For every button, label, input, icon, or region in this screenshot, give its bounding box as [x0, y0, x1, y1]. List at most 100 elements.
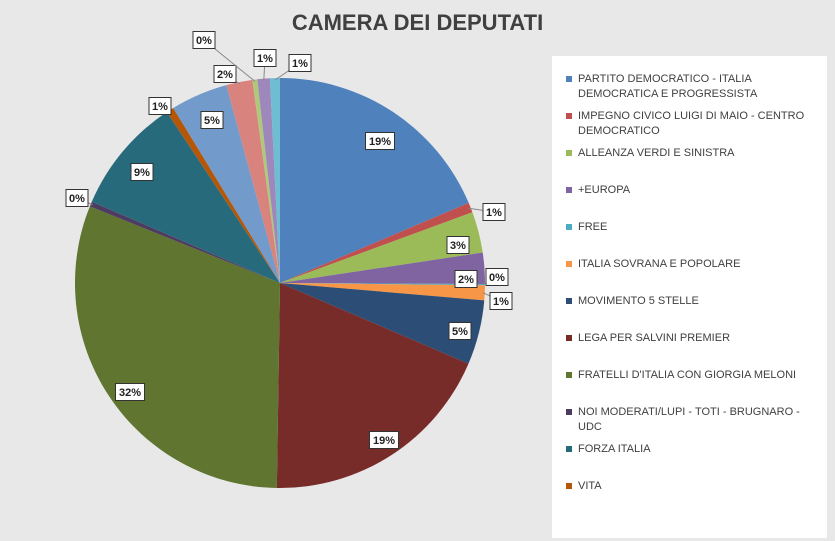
legend-item: VITA	[566, 479, 824, 494]
legend-item: PARTITO DEMOCRATICO - ITALIA DEMOCRATICA…	[566, 72, 824, 102]
data-label-text: 2%	[217, 69, 233, 81]
legend-label: LEGA PER SALVINI PREMIER	[578, 332, 731, 344]
data-label: 1%	[274, 54, 312, 81]
pie-slice	[276, 283, 469, 489]
legend-label: IMPEGNO CIVICO LUIGI DI MAIO - CENTRO DE…	[578, 110, 805, 137]
legend-item: IMPEGNO CIVICO LUIGI DI MAIO - CENTRO DE…	[566, 109, 824, 139]
pie-slice	[173, 85, 280, 283]
data-label-box	[192, 31, 216, 49]
data-label-box	[130, 163, 154, 181]
data-label-text: 2%	[458, 274, 474, 286]
data-label-text: 5%	[452, 326, 468, 338]
data-label-box	[115, 383, 145, 401]
pie-slice	[280, 78, 469, 283]
legend-label: PARTITO DEMOCRATICO - ITALIA DEMOCRATICA…	[578, 73, 758, 100]
data-label: 0%	[192, 31, 256, 82]
data-label: 9%	[130, 163, 154, 181]
pie-slice	[280, 283, 485, 301]
data-label-box	[200, 111, 224, 129]
data-label-text: 1%	[257, 53, 273, 65]
pie-slice	[226, 79, 280, 283]
data-label-box	[482, 203, 506, 221]
data-label-text: 1%	[292, 58, 308, 70]
data-label: 19%	[369, 431, 399, 449]
data-label-box	[448, 322, 472, 340]
data-label: 32%	[115, 383, 145, 401]
pie-slice	[280, 202, 473, 283]
legend-label: FORZA ITALIA	[578, 443, 651, 455]
data-label: 5%	[448, 322, 472, 340]
data-label-box	[148, 97, 172, 115]
legend-label: ITALIA SOVRANA E POPOLARE	[578, 258, 741, 270]
data-label-text: 19%	[369, 136, 391, 148]
pie-slice	[89, 201, 280, 283]
pie-slice	[280, 283, 485, 364]
legend-swatch	[566, 261, 572, 267]
data-label-box	[489, 292, 513, 310]
data-label: 5%	[200, 111, 224, 129]
data-label-text: 1%	[152, 101, 168, 113]
legend-item: +EUROPA	[566, 183, 824, 198]
data-label-text: 1%	[493, 296, 509, 308]
legend-swatch	[566, 483, 572, 489]
data-label-box	[454, 270, 478, 288]
pie-slice	[269, 78, 280, 283]
legend-swatch	[566, 372, 572, 378]
data-label-text: 3%	[450, 240, 466, 252]
legend-label: MOVIMENTO 5 STELLE	[578, 295, 699, 307]
data-label-box	[253, 49, 277, 67]
legend-swatch	[566, 224, 572, 230]
legend-label: +EUROPA	[578, 184, 631, 196]
legend-swatch	[566, 298, 572, 304]
legend-label: FREE	[578, 221, 608, 233]
data-label: 2%	[454, 270, 478, 288]
data-label-box	[65, 189, 89, 207]
data-label-text: 0%	[69, 193, 85, 205]
data-label-text: 19%	[373, 435, 395, 447]
data-label-text: 0%	[489, 272, 505, 284]
data-label: 0%	[482, 268, 509, 286]
legend-item: NOI MODERATI/LUPI - TOTI - BRUGNARO - UD…	[566, 405, 824, 435]
data-label: 2%	[213, 65, 240, 85]
legend-item: MOVIMENTO 5 STELLE	[566, 294, 824, 309]
data-label-text: 9%	[134, 167, 150, 179]
data-label-box	[485, 268, 509, 286]
legend-swatch	[566, 113, 572, 119]
data-label-box	[288, 54, 312, 72]
data-label-box	[446, 236, 470, 254]
legend-label: NOI MODERATI/LUPI - TOTI - BRUGNARO - UD…	[578, 406, 800, 433]
data-label-box	[369, 431, 399, 449]
pie-slice	[166, 107, 280, 284]
data-label: 19%	[365, 132, 395, 150]
chart-title: CAMERA DEI DEPUTATI	[291, 10, 544, 35]
legend-item: ITALIA SOVRANA E POPOLARE	[566, 257, 824, 272]
pie-slice	[74, 206, 280, 488]
data-label-box	[213, 65, 237, 83]
data-label-box	[365, 132, 395, 150]
legend-label: VITA	[578, 480, 602, 492]
pie-slice	[257, 78, 280, 283]
data-label: 1%	[468, 203, 506, 221]
data-label-text: 1%	[486, 207, 502, 219]
legend-swatch	[566, 187, 572, 193]
legend-label: ALLEANZA VERDI E SINISTRA	[578, 147, 735, 159]
data-label-text: 5%	[204, 115, 220, 127]
legend-item: FORZA ITALIA	[566, 442, 824, 457]
legend-item: FREE	[566, 220, 824, 235]
data-label: 0%	[65, 189, 93, 207]
legend-swatch	[566, 150, 572, 156]
legend-swatch	[566, 76, 572, 82]
data-label: 1%	[253, 49, 277, 81]
data-label: 1%	[482, 292, 513, 310]
pie-slice	[280, 212, 483, 283]
data-label-text: 0%	[196, 35, 212, 47]
pie-slice	[280, 283, 485, 286]
legend-label: FRATELLI D'ITALIA CON GIORGIA MELONI	[578, 369, 797, 381]
legend-swatch	[566, 335, 572, 341]
data-label: 1%	[148, 97, 172, 115]
legend-item: FRATELLI D'ITALIA CON GIORGIA MELONI	[566, 368, 824, 383]
legend-item: ALLEANZA VERDI E SINISTRA	[566, 146, 824, 161]
data-label-text: 32%	[119, 387, 141, 399]
